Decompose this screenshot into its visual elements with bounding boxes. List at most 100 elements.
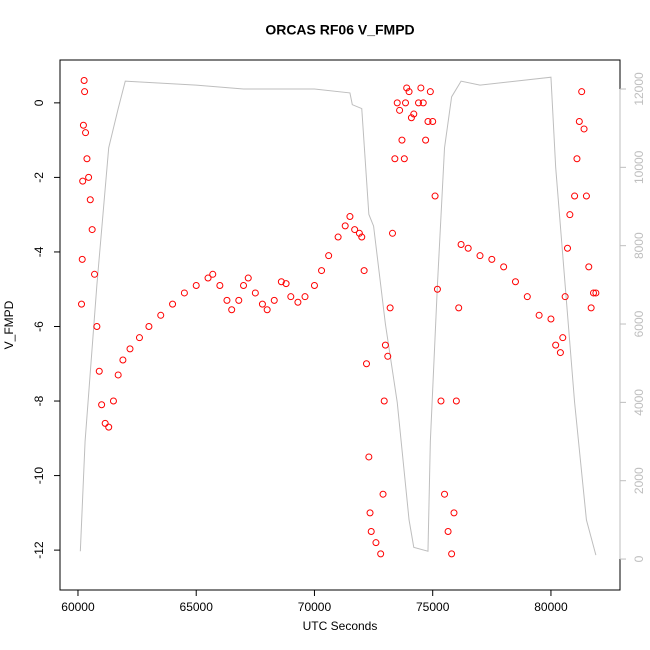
data-point xyxy=(223,296,231,304)
data-point xyxy=(204,274,212,282)
data-point xyxy=(228,306,236,314)
data-point xyxy=(263,306,271,314)
data-point xyxy=(95,367,103,375)
data-point xyxy=(80,76,88,84)
data-point xyxy=(109,397,117,405)
data-point xyxy=(270,296,278,304)
data-point xyxy=(431,192,439,200)
x-axis-label: UTC Seconds xyxy=(303,619,378,633)
y2-tick-label: 0 xyxy=(632,555,646,562)
data-point xyxy=(403,84,411,92)
data-point xyxy=(552,341,560,349)
data-point xyxy=(511,278,519,286)
data-point xyxy=(126,345,134,353)
data-point xyxy=(169,300,177,308)
y2-tick-label: 8000 xyxy=(632,232,646,259)
data-point xyxy=(384,352,392,360)
data-point xyxy=(157,311,165,319)
y-tick-label: -10 xyxy=(32,467,46,485)
data-point xyxy=(592,289,600,297)
data-point xyxy=(386,304,394,312)
y-tick-label: -2 xyxy=(32,172,46,183)
data-point xyxy=(393,99,401,107)
y2-tick-label: 6000 xyxy=(632,310,646,337)
data-point xyxy=(402,99,410,107)
data-point xyxy=(587,304,595,312)
data-point xyxy=(450,509,458,517)
y2-tick-label: 2000 xyxy=(632,467,646,494)
data-point xyxy=(101,419,109,427)
data-point xyxy=(464,244,472,252)
data-point xyxy=(282,280,290,288)
x-tick-label: 75000 xyxy=(416,600,450,614)
data-point xyxy=(135,334,143,342)
data-point xyxy=(351,226,359,234)
data-point xyxy=(91,270,99,278)
x-tick-label: 60000 xyxy=(61,600,95,614)
data-point xyxy=(367,527,375,535)
y2-tick-label: 4000 xyxy=(632,389,646,416)
y-tick-label: 0 xyxy=(32,99,46,106)
data-point xyxy=(88,226,96,234)
data-point xyxy=(380,397,388,405)
data-point xyxy=(573,155,581,163)
data-point xyxy=(355,229,363,237)
data-point xyxy=(244,274,252,282)
data-point xyxy=(441,490,449,498)
data-point xyxy=(424,117,432,125)
data-point xyxy=(381,341,389,349)
data-point xyxy=(334,233,342,241)
data-point xyxy=(590,289,598,297)
data-point xyxy=(500,263,508,271)
data-point xyxy=(571,192,579,200)
data-point xyxy=(93,322,101,330)
y-tick-label: -12 xyxy=(32,541,46,559)
data-point xyxy=(415,99,423,107)
data-point xyxy=(455,304,463,312)
data-point xyxy=(114,371,122,379)
data-point xyxy=(405,88,413,96)
data-point xyxy=(488,255,496,263)
x-tick-label: 70000 xyxy=(298,600,332,614)
y2-tick-label: 12000 xyxy=(632,72,646,106)
data-point xyxy=(85,173,93,181)
data-point xyxy=(396,106,404,114)
data-point xyxy=(379,490,387,498)
data-point xyxy=(564,244,571,252)
data-point xyxy=(407,114,415,122)
data-point xyxy=(258,300,266,308)
data-point xyxy=(79,121,87,129)
data-point xyxy=(310,281,318,289)
data-point xyxy=(426,88,434,96)
data-point xyxy=(372,539,380,547)
data-point xyxy=(301,293,309,301)
data-point xyxy=(575,117,583,125)
data-point xyxy=(82,129,90,137)
data-point xyxy=(566,211,574,219)
data-point xyxy=(429,117,437,125)
data-point xyxy=(437,397,445,405)
data-point xyxy=(556,349,564,357)
data-point xyxy=(365,453,373,461)
data-point xyxy=(535,311,543,319)
data-point xyxy=(410,110,418,118)
data-point xyxy=(341,222,349,230)
data-point xyxy=(547,315,555,323)
data-point xyxy=(216,281,224,289)
data-point xyxy=(422,136,430,144)
data-point xyxy=(559,334,567,342)
data-point xyxy=(277,278,285,286)
y-tick-label: -4 xyxy=(32,246,46,257)
data-point xyxy=(287,293,295,301)
data-point xyxy=(209,270,217,278)
data-point xyxy=(79,177,87,185)
data-point xyxy=(400,155,408,163)
data-point xyxy=(582,192,590,200)
data-point xyxy=(240,281,248,289)
data-point xyxy=(86,196,94,204)
data-point xyxy=(398,136,406,144)
data-point xyxy=(192,281,200,289)
y-axis-label: V_FMPD xyxy=(2,300,16,349)
data-point xyxy=(391,155,399,163)
